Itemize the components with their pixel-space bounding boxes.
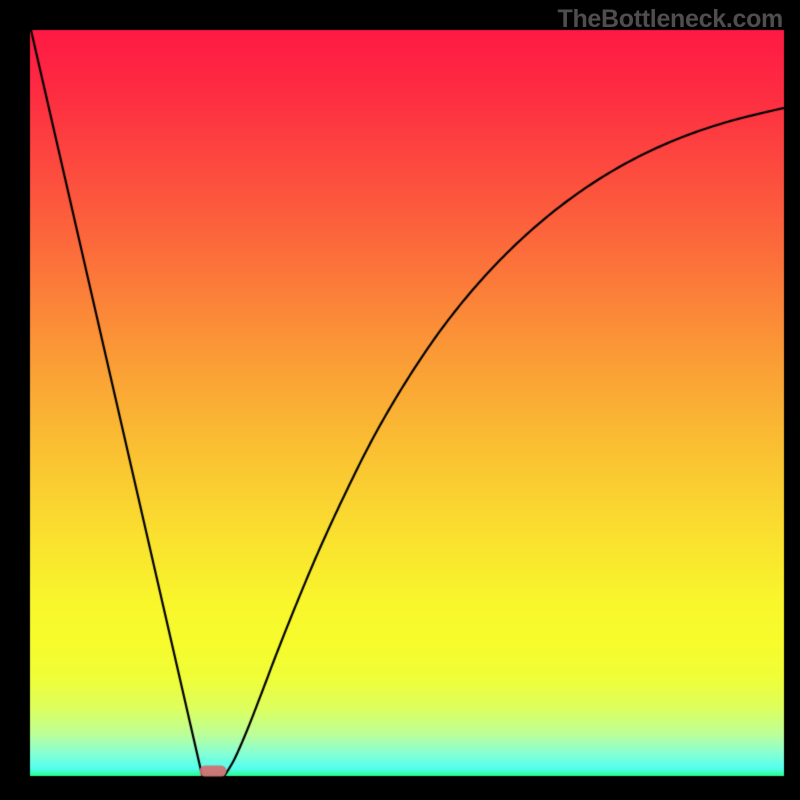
bottleneck-chart-canvas xyxy=(0,0,800,800)
watermark-text: TheBottleneck.com xyxy=(557,5,783,34)
chart-container: TheBottleneck.com xyxy=(0,0,800,800)
